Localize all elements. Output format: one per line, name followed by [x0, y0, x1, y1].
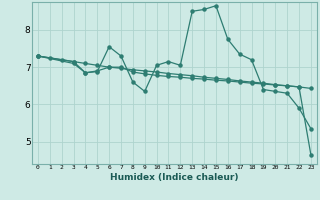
- X-axis label: Humidex (Indice chaleur): Humidex (Indice chaleur): [110, 173, 239, 182]
